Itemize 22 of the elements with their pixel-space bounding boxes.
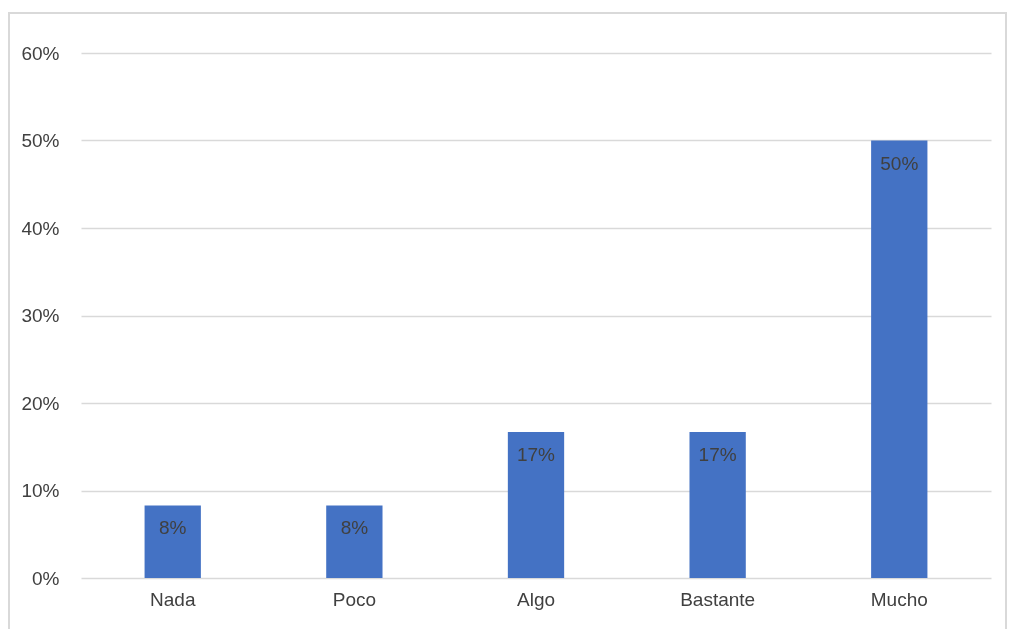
- data-label: 8%: [158, 517, 187, 539]
- data-label: 8%: [340, 517, 369, 539]
- y-tick-label: 0%: [32, 567, 60, 589]
- y-tick-label: 30%: [21, 305, 60, 326]
- x-tick-label: Bastante: [680, 588, 756, 610]
- y-tick-label: 40%: [21, 217, 60, 239]
- x-tick-label: Mucho: [870, 588, 928, 610]
- bar: [326, 505, 383, 578]
- bar: [507, 431, 565, 578]
- x-tick-label: Nada: [150, 588, 196, 610]
- y-tick-label: 50%: [21, 130, 60, 151]
- x-tick-label: Poco: [332, 588, 377, 610]
- data-label: 50%: [880, 152, 919, 174]
- data-label: 17%: [698, 443, 737, 465]
- y-tick-label: 10%: [21, 480, 60, 501]
- bar: [871, 140, 928, 578]
- x-tick-label: Algo: [516, 588, 556, 610]
- y-tick-label: 20%: [21, 392, 60, 414]
- data-label: 17%: [516, 443, 556, 465]
- bar: [144, 505, 201, 578]
- bar: [689, 431, 746, 578]
- y-tick-label: 60%: [21, 42, 60, 64]
